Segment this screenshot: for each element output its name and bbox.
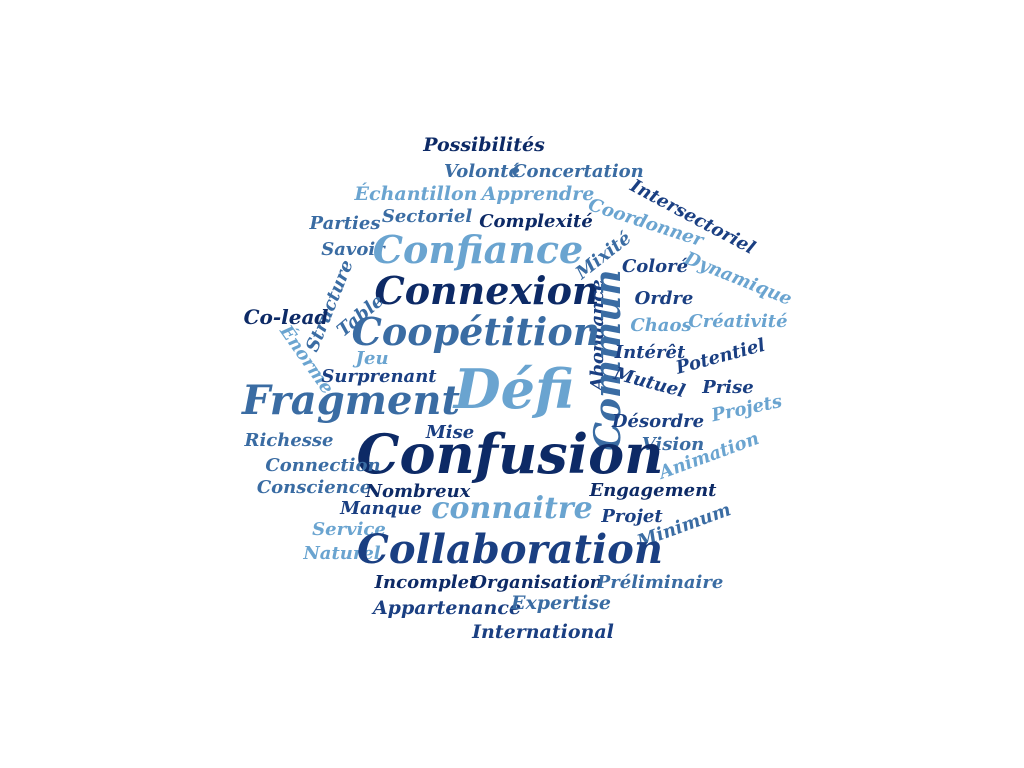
word-potentiel: Potentiel [673,335,768,379]
word-naturel: Naturel [302,543,380,564]
word-prise: Prise [701,377,753,398]
word-parties: Parties [309,213,381,234]
word-echantillon: Échantillon [354,182,478,205]
word-jeu: Jeu [352,348,388,369]
word-preliminaire: Préliminaire [596,572,724,593]
word-coopetition: Coopétition [352,309,601,354]
word-organisation: Organisation [471,572,602,593]
word-richesse: Richesse [243,430,333,451]
word-connaitre: connaitre [431,491,592,526]
word-dynamique: Dynamique [680,247,794,309]
word-mise: Mise [425,422,474,443]
word-commun: Commun [587,269,629,450]
word-ordre: Ordre [635,288,694,309]
word-chaos: Chaos [630,315,691,336]
word-collaboration: Collaboration [357,526,663,573]
word-connection: Connection [265,455,380,476]
word-creativite: Créativité [688,311,787,332]
word-abondance: Abondance [587,279,608,392]
word-desordre: Désordre [611,411,704,432]
word-confusion: Confusion [357,422,664,486]
word-interet: Intérêt [614,342,686,363]
word-connexion: Connexion [374,268,599,313]
word-expertise: Expertise [510,592,611,614]
word-fragment: Fragment [241,377,461,424]
word-incomplet: Incomplet [374,572,478,593]
word-service: Service [312,519,386,540]
word-confiance: Confiance [373,227,583,272]
word-appartenance: Appartenance [371,597,521,619]
word-engagement: Engagement [589,480,718,501]
word-savoir: Savoir [321,239,386,260]
word-projet: Projet [600,506,663,527]
word-concertation: Concertation [512,161,644,182]
word-complexite: Complexité [479,211,593,232]
word-nombreux: Nombreux [365,481,471,502]
word-co-lead: Co-lead [244,305,329,329]
word-volonte: Volonté [444,161,520,182]
word-possibilites: Possibilités [422,134,545,156]
word-colore: Coloré [622,256,688,277]
word-vision: Vision [642,434,705,455]
word-defi: Défi [452,357,574,421]
word-apprendre: Apprendre [480,183,595,205]
word-surprenant: Surprenant [321,366,437,387]
word-sectoriel: Sectoriel [382,206,473,227]
word-international: International [471,621,614,643]
word-conscience: Conscience [257,477,371,498]
word-manque: Manque [339,498,422,519]
